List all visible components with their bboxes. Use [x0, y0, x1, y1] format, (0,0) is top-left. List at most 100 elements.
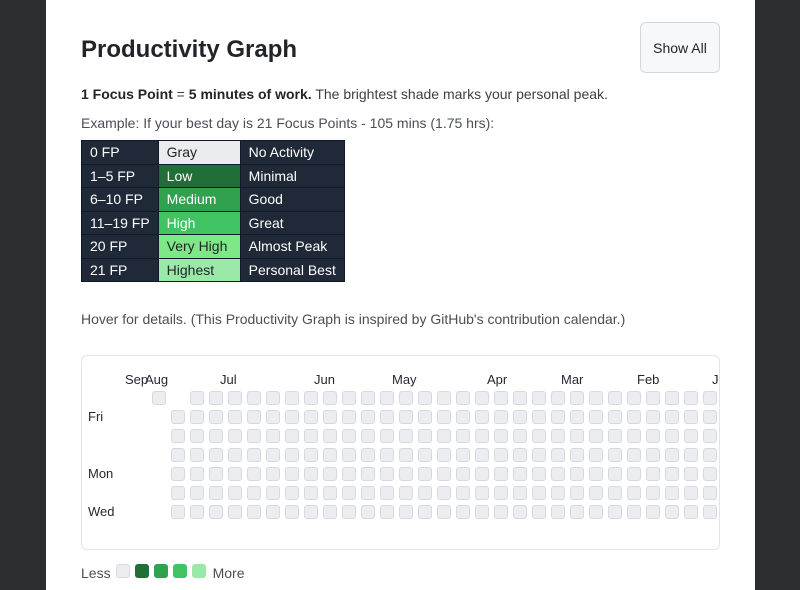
- day-cell[interactable]: [532, 391, 546, 405]
- day-cell[interactable]: [304, 467, 318, 481]
- day-cell[interactable]: [171, 505, 185, 519]
- day-cell[interactable]: [342, 410, 356, 424]
- day-cell[interactable]: [513, 486, 527, 500]
- day-cell[interactable]: [570, 429, 584, 443]
- day-cell[interactable]: [570, 467, 584, 481]
- day-cell[interactable]: [589, 505, 603, 519]
- day-cell[interactable]: [684, 448, 698, 462]
- day-cell[interactable]: [380, 410, 394, 424]
- day-cell[interactable]: [437, 448, 451, 462]
- day-cell[interactable]: [456, 448, 470, 462]
- day-cell[interactable]: [190, 429, 204, 443]
- day-cell[interactable]: [228, 505, 242, 519]
- day-cell[interactable]: [437, 486, 451, 500]
- day-cell[interactable]: [475, 410, 489, 424]
- day-cell[interactable]: [418, 467, 432, 481]
- day-cell[interactable]: [285, 410, 299, 424]
- day-cell[interactable]: [190, 410, 204, 424]
- day-cell[interactable]: [551, 467, 565, 481]
- day-cell[interactable]: [646, 410, 660, 424]
- day-cell[interactable]: [380, 429, 394, 443]
- day-cell[interactable]: [437, 410, 451, 424]
- day-cell[interactable]: [209, 505, 223, 519]
- day-cell[interactable]: [608, 505, 622, 519]
- day-cell[interactable]: [646, 486, 660, 500]
- day-cell[interactable]: [475, 429, 489, 443]
- day-cell[interactable]: [627, 410, 641, 424]
- day-cell[interactable]: [418, 410, 432, 424]
- day-cell[interactable]: [437, 467, 451, 481]
- day-cell[interactable]: [646, 429, 660, 443]
- day-cell[interactable]: [570, 486, 584, 500]
- day-cell[interactable]: [608, 410, 622, 424]
- day-cell[interactable]: [418, 391, 432, 405]
- day-cell[interactable]: [285, 391, 299, 405]
- day-cell[interactable]: [209, 429, 223, 443]
- day-cell[interactable]: [608, 391, 622, 405]
- day-cell[interactable]: [551, 505, 565, 519]
- day-cell[interactable]: [342, 467, 356, 481]
- day-cell[interactable]: [323, 486, 337, 500]
- day-cell[interactable]: [209, 448, 223, 462]
- day-cell[interactable]: [475, 448, 489, 462]
- day-cell[interactable]: [608, 486, 622, 500]
- day-cell[interactable]: [456, 467, 470, 481]
- day-cell[interactable]: [323, 410, 337, 424]
- day-cell[interactable]: [684, 505, 698, 519]
- day-cell[interactable]: [304, 486, 318, 500]
- day-cell[interactable]: [361, 429, 375, 443]
- day-cell[interactable]: [551, 410, 565, 424]
- day-cell[interactable]: [437, 505, 451, 519]
- day-cell[interactable]: [266, 410, 280, 424]
- day-cell[interactable]: [494, 391, 508, 405]
- day-cell[interactable]: [171, 486, 185, 500]
- day-cell[interactable]: [684, 467, 698, 481]
- day-cell[interactable]: [684, 486, 698, 500]
- day-cell[interactable]: [247, 467, 261, 481]
- day-cell[interactable]: [399, 448, 413, 462]
- day-cell[interactable]: [589, 429, 603, 443]
- day-cell[interactable]: [665, 486, 679, 500]
- day-cell[interactable]: [494, 448, 508, 462]
- day-cell[interactable]: [532, 467, 546, 481]
- day-cell[interactable]: [513, 505, 527, 519]
- day-cell[interactable]: [323, 391, 337, 405]
- day-cell[interactable]: [228, 486, 242, 500]
- day-cell[interactable]: [437, 391, 451, 405]
- day-cell[interactable]: [532, 486, 546, 500]
- day-cell[interactable]: [361, 410, 375, 424]
- day-cell[interactable]: [532, 429, 546, 443]
- day-cell[interactable]: [456, 391, 470, 405]
- day-cell[interactable]: [304, 391, 318, 405]
- day-cell[interactable]: [342, 505, 356, 519]
- day-cell[interactable]: [551, 391, 565, 405]
- day-cell[interactable]: [570, 448, 584, 462]
- day-cell[interactable]: [190, 486, 204, 500]
- day-cell[interactable]: [418, 505, 432, 519]
- day-cell[interactable]: [551, 429, 565, 443]
- day-cell[interactable]: [646, 467, 660, 481]
- day-cell[interactable]: [190, 505, 204, 519]
- day-cell[interactable]: [247, 486, 261, 500]
- day-cell[interactable]: [513, 410, 527, 424]
- day-cell[interactable]: [494, 429, 508, 443]
- day-cell[interactable]: [285, 448, 299, 462]
- day-cell[interactable]: [627, 486, 641, 500]
- day-cell[interactable]: [342, 486, 356, 500]
- show-all-button[interactable]: Show All: [640, 22, 720, 73]
- day-cell[interactable]: [703, 486, 717, 500]
- day-cell[interactable]: [627, 505, 641, 519]
- day-cell[interactable]: [171, 467, 185, 481]
- day-cell[interactable]: [703, 467, 717, 481]
- day-cell[interactable]: [608, 448, 622, 462]
- day-cell[interactable]: [266, 448, 280, 462]
- day-cell[interactable]: [399, 467, 413, 481]
- day-cell[interactable]: [684, 391, 698, 405]
- day-cell[interactable]: [532, 505, 546, 519]
- day-cell[interactable]: [513, 467, 527, 481]
- day-cell[interactable]: [304, 448, 318, 462]
- day-cell[interactable]: [399, 391, 413, 405]
- day-cell[interactable]: [323, 429, 337, 443]
- day-cell[interactable]: [684, 429, 698, 443]
- day-cell[interactable]: [399, 505, 413, 519]
